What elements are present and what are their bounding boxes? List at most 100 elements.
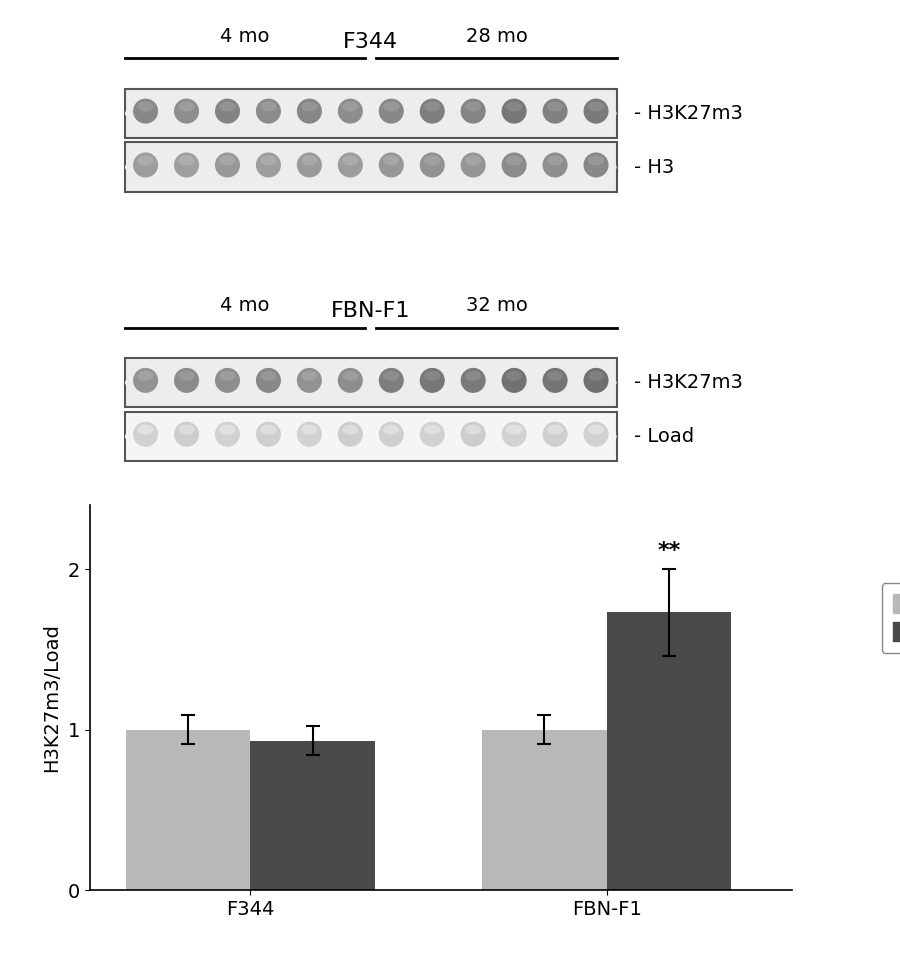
Ellipse shape: [583, 99, 608, 123]
Ellipse shape: [461, 152, 486, 177]
Ellipse shape: [248, 159, 289, 175]
Ellipse shape: [220, 425, 236, 434]
Ellipse shape: [342, 370, 358, 381]
Text: **: **: [657, 541, 680, 561]
Ellipse shape: [543, 422, 568, 447]
Ellipse shape: [166, 429, 207, 444]
Ellipse shape: [371, 429, 412, 444]
Ellipse shape: [506, 101, 522, 112]
Text: - Load: - Load: [634, 427, 694, 446]
Text: 28 mo: 28 mo: [465, 27, 527, 46]
Ellipse shape: [342, 155, 358, 166]
Bar: [250, 741, 375, 890]
Ellipse shape: [461, 367, 486, 393]
Ellipse shape: [453, 375, 494, 390]
Ellipse shape: [465, 425, 482, 434]
Ellipse shape: [174, 99, 199, 123]
Ellipse shape: [453, 105, 494, 122]
Ellipse shape: [248, 429, 289, 444]
Ellipse shape: [138, 370, 154, 381]
Ellipse shape: [260, 425, 276, 434]
Ellipse shape: [133, 152, 158, 177]
Ellipse shape: [297, 99, 322, 123]
Ellipse shape: [453, 429, 494, 444]
Ellipse shape: [220, 370, 236, 381]
Ellipse shape: [207, 105, 248, 122]
Ellipse shape: [256, 99, 281, 123]
FancyBboxPatch shape: [125, 89, 616, 138]
Ellipse shape: [411, 375, 453, 390]
Ellipse shape: [547, 155, 563, 166]
Ellipse shape: [419, 152, 445, 177]
Ellipse shape: [411, 105, 453, 122]
Ellipse shape: [506, 425, 522, 434]
Ellipse shape: [424, 101, 440, 112]
Ellipse shape: [411, 159, 453, 175]
Ellipse shape: [535, 375, 576, 390]
Ellipse shape: [289, 375, 330, 390]
Ellipse shape: [419, 367, 445, 393]
Ellipse shape: [207, 375, 248, 390]
Ellipse shape: [329, 429, 371, 444]
Ellipse shape: [501, 367, 526, 393]
Ellipse shape: [289, 429, 330, 444]
Ellipse shape: [424, 155, 440, 166]
Ellipse shape: [138, 155, 154, 166]
Ellipse shape: [329, 159, 371, 175]
Ellipse shape: [207, 159, 248, 175]
Ellipse shape: [453, 159, 494, 175]
Text: 32 mo: 32 mo: [465, 297, 527, 316]
Ellipse shape: [547, 101, 563, 112]
Ellipse shape: [256, 152, 281, 177]
Ellipse shape: [248, 105, 289, 122]
Ellipse shape: [166, 375, 207, 390]
Ellipse shape: [338, 99, 363, 123]
Ellipse shape: [178, 101, 194, 112]
Ellipse shape: [588, 155, 604, 166]
Ellipse shape: [133, 367, 158, 393]
Ellipse shape: [461, 99, 486, 123]
Ellipse shape: [575, 429, 616, 444]
Ellipse shape: [215, 99, 240, 123]
Ellipse shape: [419, 99, 445, 123]
Ellipse shape: [461, 422, 486, 447]
Ellipse shape: [248, 375, 289, 390]
Ellipse shape: [543, 367, 568, 393]
Ellipse shape: [256, 367, 281, 393]
Ellipse shape: [125, 375, 166, 390]
Ellipse shape: [178, 425, 194, 434]
Ellipse shape: [329, 105, 371, 122]
Ellipse shape: [125, 429, 166, 444]
Text: 4 mo: 4 mo: [220, 27, 270, 46]
Ellipse shape: [215, 152, 240, 177]
Ellipse shape: [575, 159, 616, 175]
Ellipse shape: [493, 105, 535, 122]
Ellipse shape: [371, 375, 412, 390]
Text: FBN-F1: FBN-F1: [331, 301, 410, 322]
Ellipse shape: [379, 367, 404, 393]
Ellipse shape: [289, 105, 330, 122]
Text: - H3: - H3: [634, 158, 674, 177]
Ellipse shape: [588, 101, 604, 112]
Ellipse shape: [493, 429, 535, 444]
Ellipse shape: [419, 422, 445, 447]
Ellipse shape: [338, 422, 363, 447]
Ellipse shape: [371, 105, 412, 122]
Ellipse shape: [588, 425, 604, 434]
Ellipse shape: [575, 375, 616, 390]
Ellipse shape: [256, 422, 281, 447]
Ellipse shape: [424, 370, 440, 381]
Ellipse shape: [166, 105, 207, 122]
Text: 4 mo: 4 mo: [220, 297, 270, 316]
Ellipse shape: [465, 155, 482, 166]
Ellipse shape: [125, 159, 166, 175]
Legend: 4mo, Old: 4mo, Old: [882, 583, 900, 653]
Ellipse shape: [535, 159, 576, 175]
Ellipse shape: [174, 367, 199, 393]
Ellipse shape: [535, 105, 576, 122]
Ellipse shape: [383, 101, 400, 112]
Ellipse shape: [506, 370, 522, 381]
Ellipse shape: [338, 152, 363, 177]
Ellipse shape: [174, 422, 199, 447]
Ellipse shape: [501, 99, 526, 123]
